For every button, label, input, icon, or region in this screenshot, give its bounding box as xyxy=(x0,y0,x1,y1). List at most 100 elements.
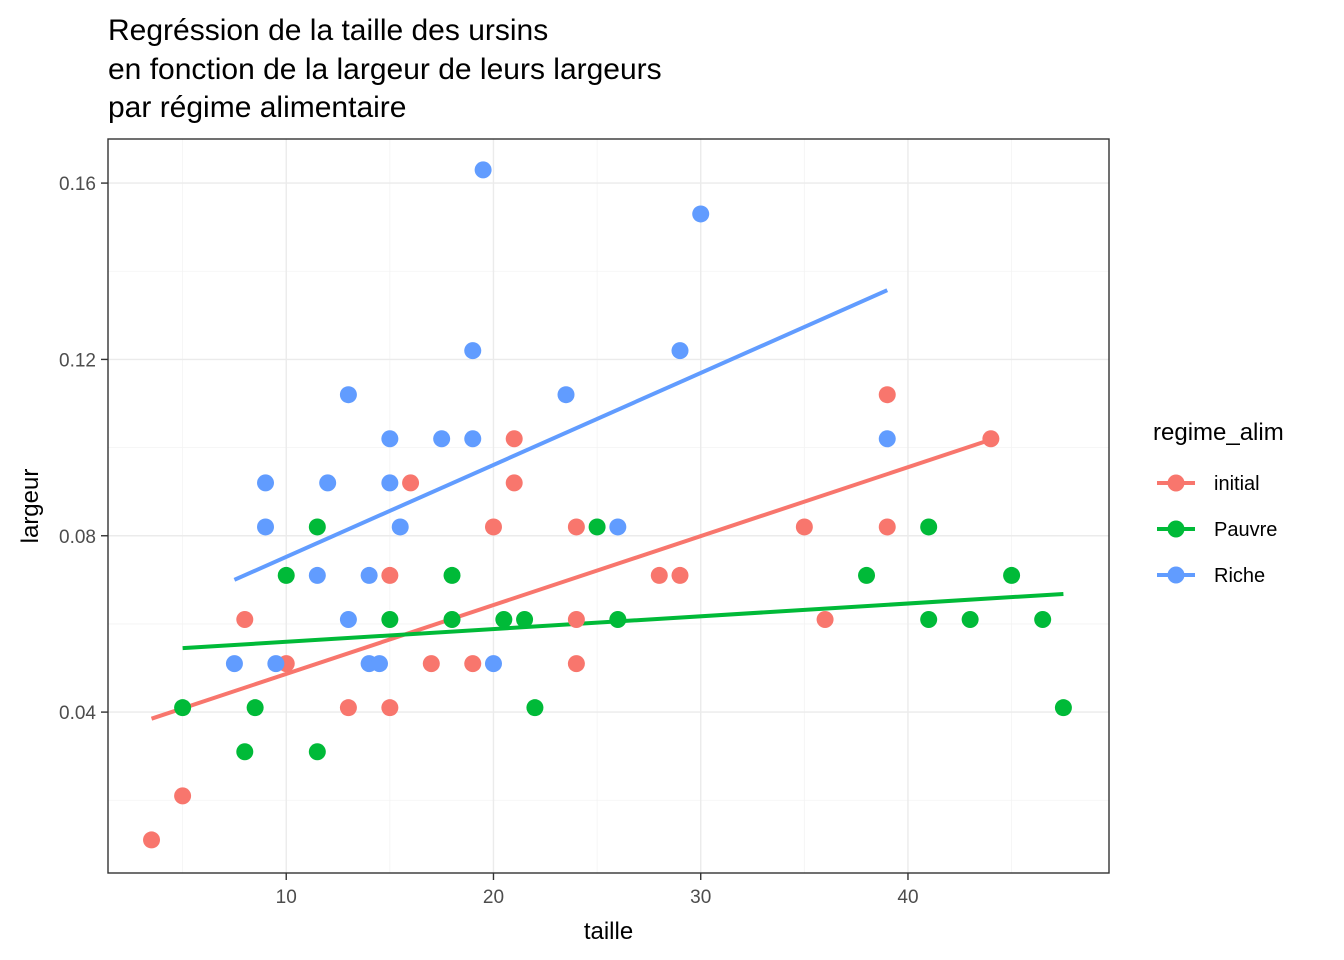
data-point-riche xyxy=(433,430,451,448)
legend-label: Pauvre xyxy=(1214,519,1277,541)
data-point-initial xyxy=(567,518,585,536)
data-points xyxy=(143,161,1072,849)
data-point-riche xyxy=(464,430,482,448)
data-point-initial xyxy=(464,655,482,673)
data-point-initial xyxy=(505,474,523,492)
data-point-pauvre xyxy=(516,611,534,629)
data-point-initial xyxy=(878,386,896,404)
data-point-initial xyxy=(402,474,420,492)
legend-key-point xyxy=(1167,520,1185,538)
data-point-pauvre xyxy=(277,566,295,584)
data-point-riche xyxy=(391,518,409,536)
data-point-initial xyxy=(174,787,192,805)
data-point-pauvre xyxy=(609,611,627,629)
chart-title: Regréssion de la taille des ursins en fo… xyxy=(108,14,662,124)
data-point-pauvre xyxy=(308,743,326,761)
data-point-initial xyxy=(422,655,440,673)
data-point-initial xyxy=(236,611,254,629)
data-point-initial xyxy=(339,699,357,717)
data-point-pauvre xyxy=(961,611,979,629)
chart-title-line-1: Regréssion de la taille des ursins xyxy=(108,14,548,47)
data-point-pauvre xyxy=(920,611,938,629)
data-point-pauvre xyxy=(381,611,399,629)
x-tick-label: 40 xyxy=(897,887,918,908)
data-point-riche xyxy=(671,342,689,360)
regression-line-riche xyxy=(233,288,889,582)
data-point-pauvre xyxy=(1034,611,1052,629)
data-point-riche xyxy=(267,655,285,673)
data-point-initial xyxy=(143,831,161,849)
y-axis: 0.04 0.08 0.12 0.16 xyxy=(59,174,108,724)
data-point-riche xyxy=(370,655,388,673)
data-point-pauvre xyxy=(246,699,264,717)
legend: regime_alim initial Pauvre Riche xyxy=(1153,419,1284,587)
grid xyxy=(108,139,1109,873)
data-point-pauvre xyxy=(443,566,461,584)
data-point-pauvre xyxy=(236,743,254,761)
data-point-riche xyxy=(557,386,575,404)
y-tick-label: 0.12 xyxy=(59,350,96,371)
chart-title-line-2: en fonction de la largeur de leurs large… xyxy=(108,53,662,86)
x-axis-title: taille xyxy=(584,918,633,945)
data-point-pauvre xyxy=(1003,566,1021,584)
data-point-initial xyxy=(982,430,1000,448)
legend-label: initial xyxy=(1214,473,1260,495)
data-point-initial xyxy=(567,655,585,673)
y-axis-title: largeur xyxy=(17,469,44,544)
data-point-riche xyxy=(381,474,399,492)
data-point-riche xyxy=(381,430,399,448)
legend-entry-riche: Riche xyxy=(1157,565,1265,587)
data-point-riche xyxy=(692,205,710,223)
data-point-riche xyxy=(464,342,482,360)
data-point-riche xyxy=(225,655,243,673)
data-point-pauvre xyxy=(308,518,326,536)
data-point-riche xyxy=(257,518,275,536)
data-point-initial xyxy=(505,430,523,448)
chart-title-line-3: par régime alimentaire xyxy=(108,91,406,124)
legend-entry-initial: initial xyxy=(1157,473,1260,495)
data-point-pauvre xyxy=(174,699,192,717)
legend-title: regime_alim xyxy=(1153,419,1284,446)
legend-key-point xyxy=(1167,566,1185,584)
data-point-riche xyxy=(308,566,326,584)
data-point-riche xyxy=(484,655,502,673)
regression-line-initial xyxy=(150,437,992,721)
data-point-initial xyxy=(878,518,896,536)
data-point-initial xyxy=(567,611,585,629)
data-point-riche xyxy=(339,611,357,629)
x-tick-label: 20 xyxy=(483,887,504,908)
data-point-pauvre xyxy=(920,518,938,536)
data-point-initial xyxy=(671,566,689,584)
legend-label: Riche xyxy=(1214,565,1265,587)
data-point-initial xyxy=(381,566,399,584)
data-point-initial xyxy=(484,518,502,536)
data-point-pauvre xyxy=(588,518,606,536)
data-point-riche xyxy=(319,474,337,492)
y-tick-label: 0.08 xyxy=(59,527,96,548)
data-point-riche xyxy=(257,474,275,492)
x-axis: 10 20 30 40 xyxy=(276,873,919,908)
data-point-pauvre xyxy=(858,566,876,584)
data-point-riche xyxy=(474,161,492,179)
plot-panel-border xyxy=(107,138,1110,874)
y-tick-label: 0.04 xyxy=(59,703,96,724)
data-point-riche xyxy=(609,518,627,536)
data-point-initial xyxy=(381,699,399,717)
x-tick-label: 30 xyxy=(690,887,711,908)
legend-key-point xyxy=(1167,474,1185,492)
y-tick-label: 0.16 xyxy=(59,174,96,195)
data-point-initial xyxy=(795,518,813,536)
data-point-initial xyxy=(650,566,668,584)
data-point-pauvre xyxy=(526,699,544,717)
data-point-pauvre xyxy=(443,611,461,629)
legend-entry-pauvre: Pauvre xyxy=(1157,519,1277,541)
data-point-riche xyxy=(878,430,896,448)
data-point-initial xyxy=(816,611,834,629)
x-tick-label: 10 xyxy=(276,887,297,908)
data-point-riche xyxy=(360,566,378,584)
data-point-riche xyxy=(339,386,357,404)
regression-lines xyxy=(150,288,1064,721)
data-point-pauvre xyxy=(1054,699,1072,717)
data-point-pauvre xyxy=(495,611,513,629)
